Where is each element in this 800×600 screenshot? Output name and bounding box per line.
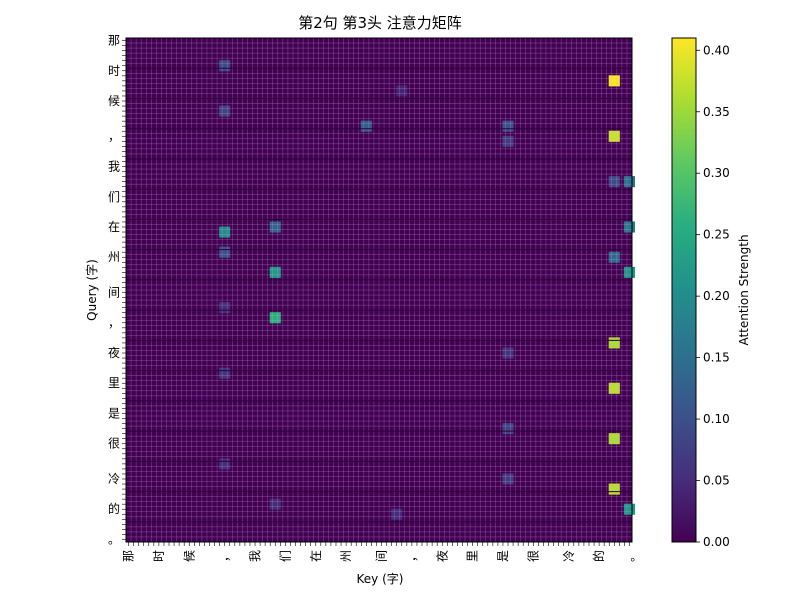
heatmap-cell xyxy=(608,483,620,495)
x-tick-label: 很 xyxy=(526,550,540,562)
heatmap-cell xyxy=(608,251,620,263)
colorbar-tick-label: 0.15 xyxy=(703,351,730,365)
colorbar-tick-label: 0.00 xyxy=(703,535,730,549)
heatmap-cell xyxy=(219,60,231,72)
colorbar-ticks: 0.00 0.05 0.10 0.15 0.20 0.25 0.30 0.35 0.40 xyxy=(696,43,730,549)
y-tick-label: 间 xyxy=(108,286,120,300)
heatmap-cell xyxy=(608,176,620,188)
heatmap-cell xyxy=(269,312,281,324)
colorbar: 0.00 0.05 0.10 0.15 0.20 0.25 0.30 0.35 0.40 Att… xyxy=(671,37,751,549)
x-tick-label: 在 xyxy=(309,550,323,562)
y-tick-label: 那 xyxy=(108,34,120,48)
heatmap-cell xyxy=(623,503,636,515)
heatmap-cell xyxy=(269,266,281,278)
x-axis-label: Key (字) xyxy=(357,571,404,586)
y-tick-label: 。 xyxy=(108,532,120,546)
x-tick-label: 夜 xyxy=(434,550,449,562)
heatmap-cell xyxy=(623,221,636,233)
heatmap-cell xyxy=(219,302,231,314)
x-tick-label: 是 xyxy=(496,550,510,562)
heatmap-frame xyxy=(125,37,633,543)
colorbar-label: Attention Strength xyxy=(737,234,751,345)
x-tick-label: ， xyxy=(218,550,232,562)
y-tick-label: 里 xyxy=(108,376,120,390)
heatmap-cell xyxy=(219,458,231,470)
y-tick-label: 们 xyxy=(108,189,120,204)
heatmap-cell xyxy=(608,130,620,142)
x-tick-label: 我 xyxy=(248,550,262,562)
heatmap-cell xyxy=(269,498,281,510)
heatmap-plot-area xyxy=(125,37,636,543)
heatmap-cell xyxy=(608,433,620,445)
y-tick-label: 很 xyxy=(108,437,120,451)
y-tick-label: 冷 xyxy=(108,472,120,486)
chart-title: 第2句 第3头 注意力矩阵 xyxy=(298,14,462,32)
heatmap-cell xyxy=(502,120,514,132)
heatmap-cells xyxy=(219,60,636,520)
heatmap-cell xyxy=(608,382,620,394)
y-tick-label: 的 xyxy=(108,501,120,516)
y-tick-label: ， xyxy=(108,129,120,143)
x-axis-ticks: 那 时 候 ， 我 们 在 州 间 ， 夜 里 是 很 冷 的 。 xyxy=(122,542,636,562)
heatmap-gridlines xyxy=(125,37,633,543)
heatmap-cell xyxy=(502,347,514,359)
heatmap-cell xyxy=(269,221,281,233)
colorbar-tick-label: 0.25 xyxy=(703,228,730,242)
y-tick-label: 我 xyxy=(108,160,120,174)
colorbar-tick-label: 0.10 xyxy=(703,412,730,426)
y-tick-label: 是 xyxy=(108,406,120,420)
y-tick-label: 州 xyxy=(108,250,120,264)
heatmap-cell xyxy=(219,367,231,379)
x-tick-label: 间 xyxy=(375,550,389,562)
heatmap-cell xyxy=(502,423,514,435)
heatmap-cell xyxy=(219,226,231,238)
y-tick-label: 在 xyxy=(108,220,120,234)
colorbar-tick-label: 0.05 xyxy=(703,474,730,488)
heatmap-cell xyxy=(608,337,620,349)
x-tick-label: 里 xyxy=(466,550,480,562)
y-tick-label: 时 xyxy=(108,64,120,78)
y-tick-label: ， xyxy=(108,316,120,330)
heatmap-cell xyxy=(502,135,514,147)
x-tick-label: 时 xyxy=(152,550,166,562)
heatmap-cell xyxy=(502,473,514,485)
heatmap-cell xyxy=(360,120,372,132)
x-tick-label: 州 xyxy=(339,550,353,562)
heatmap-cell xyxy=(623,176,636,188)
x-tick-label: 冷 xyxy=(562,550,576,562)
x-tick-label: 。 xyxy=(622,550,636,562)
x-tick-label: 候 xyxy=(182,550,196,562)
x-tick-label: 那 xyxy=(122,550,136,562)
x-tick-label: ， xyxy=(405,550,419,562)
heatmap-cell xyxy=(219,105,231,117)
y-tick-label: 夜 xyxy=(108,345,120,360)
colorbar-tick-label: 0.35 xyxy=(703,105,730,119)
y-axis-label: Query (字) xyxy=(84,259,99,321)
colorbar-tick-label: 0.30 xyxy=(703,166,730,180)
heatmap-cell xyxy=(219,246,231,258)
heatmap-cell xyxy=(396,85,408,97)
x-tick-label: 们 xyxy=(277,550,292,562)
colorbar-tick-label: 0.40 xyxy=(703,43,730,57)
colorbar-gradient xyxy=(671,37,697,543)
y-tick-label: 候 xyxy=(108,94,120,108)
heatmap-cell xyxy=(608,75,620,87)
heatmap-cell xyxy=(391,508,403,520)
heatmap-cell xyxy=(623,266,636,278)
x-tick-label: 的 xyxy=(591,550,606,562)
colorbar-tick-label: 0.20 xyxy=(703,289,730,303)
